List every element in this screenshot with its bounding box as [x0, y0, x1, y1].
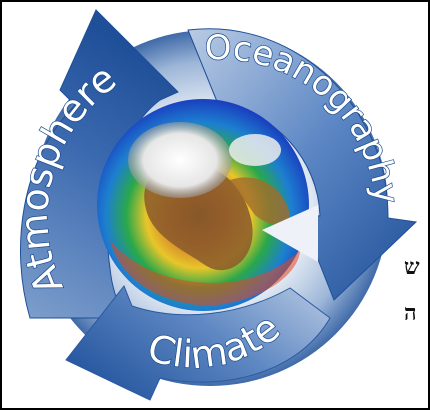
side-glyph-line-2: ה — [404, 300, 417, 326]
side-glyph-line-1: ש — [404, 254, 420, 280]
climate-arrow — [65, 285, 331, 401]
earth-globe-icon — [97, 99, 318, 311]
atmosphere-arrow — [19, 9, 179, 319]
oceanography-arrow — [187, 28, 418, 301]
